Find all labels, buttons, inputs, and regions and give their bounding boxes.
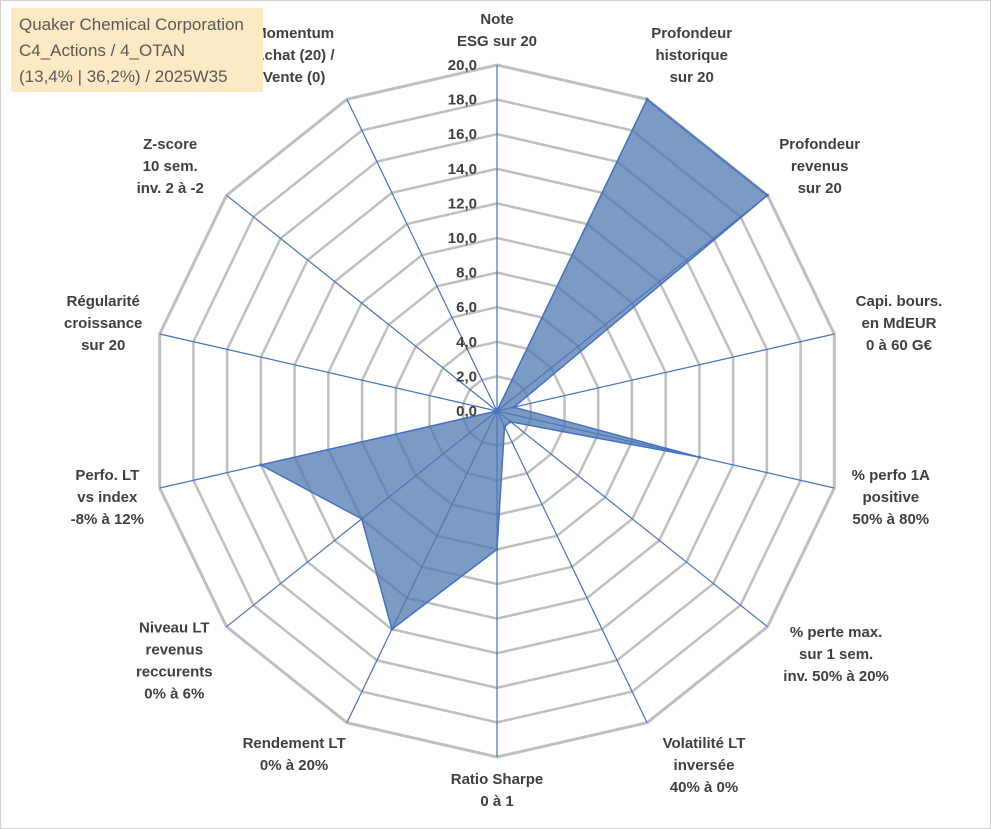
data-point — [503, 425, 506, 429]
data-point — [512, 405, 516, 409]
tick-label: 18,0 — [448, 92, 477, 109]
axis-label-line: revenus — [146, 641, 204, 658]
tick-layer: 0,0 2,0 4,0 6,0 8,0 10,0 12,0 14,0 16,0 18,0 20,0 — [448, 57, 477, 420]
data-point — [360, 517, 364, 521]
tick-label: 10,0 — [448, 230, 477, 247]
axis-spoke — [226, 194, 498, 412]
axis-label-line: Vente (0) — [263, 69, 326, 86]
axis-label-line: Niveau LT — [139, 619, 210, 636]
axis-label-line: 0% à 6% — [144, 685, 204, 702]
tick-label: 6,0 — [456, 299, 477, 316]
axis-label: Profondeur historique sur 20 — [651, 25, 732, 86]
axis-label-line: Profondeur — [651, 25, 732, 42]
axis-label-line: reccurents — [136, 663, 213, 680]
chart-subtitle-line: C4_Actions / 4_OTAN — [19, 41, 185, 60]
data-point — [495, 547, 499, 551]
axis-label-line: Volatilité LT — [663, 735, 746, 752]
data-point — [645, 97, 649, 101]
tick-label: 20,0 — [448, 57, 477, 74]
axis-spoke — [496, 410, 648, 723]
axis-label-line: 50% à 80% — [852, 511, 929, 528]
series-area — [258, 98, 769, 631]
axis-label: Régularité croissance sur 20 — [64, 293, 142, 354]
axis-label-line: sur 1 sem. — [799, 646, 873, 663]
axis-label: Perfo. LT vs index -8% à 12% — [71, 467, 144, 528]
data-point — [390, 627, 394, 631]
axis-label-line: Régularité — [67, 293, 140, 310]
data-point — [509, 420, 512, 424]
axis-label: Capi. bours. en MdEUR 0 à 60 G€ — [856, 293, 943, 354]
axis-label-line: croissance — [64, 315, 142, 332]
axis-label-line: sur 20 — [670, 69, 714, 86]
axis-spoke — [159, 333, 498, 412]
axis-label-line: Note — [480, 11, 513, 28]
axis-label-line: inv. 2 à -2 — [137, 180, 204, 197]
axis-label: Ratio Sharpe 0 à 1 — [451, 771, 544, 810]
axis-spoke — [346, 99, 498, 412]
tick-label: 0,0 — [456, 403, 477, 420]
axis-label: Z-score 10 sem. inv. 2 à -2 — [137, 136, 204, 197]
axis-label-line: historique — [655, 47, 728, 64]
axis-label: Volatilité LT inversée 40% à 0% — [663, 735, 746, 796]
tick-label: 16,0 — [448, 126, 477, 143]
axis-label-line: vs index — [77, 489, 138, 506]
data-point — [697, 455, 701, 459]
chart-title-line: Quaker Chemical Corporation — [19, 15, 244, 34]
axis-label: Note ESG sur 20 — [457, 11, 537, 50]
axis-label-line: 10 sem. — [143, 158, 198, 175]
axis-label-line: % perfo 1A — [852, 467, 931, 484]
axis-label-line: 0 à 60 G€ — [866, 337, 933, 354]
axis-label-line: 40% à 0% — [670, 779, 738, 796]
axis-label-layer: Note ESG sur 20 Profondeur historique sur 20… — [64, 11, 942, 810]
axis-label: Rendement LT 0% à 20% — [243, 735, 346, 774]
tick-label: 2,0 — [456, 368, 477, 385]
data-point — [766, 193, 769, 197]
axis-label-line: Ratio Sharpe — [451, 771, 544, 788]
axis-label-line: % perte max. — [790, 624, 883, 641]
axis-label-line: sur 20 — [798, 180, 842, 197]
axis-label-line: Rendement LT — [243, 735, 346, 752]
axis-label-line: Momentum — [254, 25, 334, 42]
axis-label-line: sur 20 — [81, 337, 125, 354]
axis-label-line: ESG sur 20 — [457, 33, 537, 50]
axis-label: % perfo 1A positive 50% à 80% — [852, 467, 931, 528]
axis-label-line: Perfo. LT — [75, 467, 139, 484]
axis-label: Niveau LT revenus reccurents 0% à 6% — [136, 619, 213, 702]
data-point — [259, 463, 263, 467]
axis-label-line: -8% à 12% — [71, 511, 144, 528]
axis-label-line: Achat (20) / — [254, 47, 336, 64]
tick-label: 12,0 — [448, 195, 477, 212]
tick-label: 8,0 — [456, 265, 477, 282]
axis-label-line: Capi. bours. — [856, 293, 943, 310]
axis-label-line: inversée — [674, 757, 735, 774]
axis-label: % perte max. sur 1 sem. inv. 50% à 20% — [783, 624, 889, 685]
tick-label: 4,0 — [456, 334, 477, 351]
axis-label-line: positive — [862, 489, 919, 506]
axis-spoke — [496, 410, 768, 628]
tick-label: 14,0 — [448, 161, 477, 178]
axis-label-line: 0% à 20% — [260, 757, 328, 774]
axis-label-line: Profondeur — [779, 136, 860, 153]
axis-spoke — [496, 333, 835, 412]
axis-label: Profondeur revenus sur 20 — [779, 136, 860, 197]
axis-label-line: Z-score — [143, 136, 197, 153]
chart-title-box: Quaker Chemical Corporation C4_Actions /… — [11, 8, 263, 92]
axis-label: Momentum Achat (20) / Vente (0) — [254, 25, 336, 86]
axis-label-line: 0 à 1 — [480, 793, 513, 810]
data-point — [495, 409, 499, 413]
series-layer — [258, 97, 769, 631]
axis-label-line: revenus — [791, 158, 849, 175]
axis-label-line: en MdEUR — [862, 315, 937, 332]
axis-label-line: inv. 50% à 20% — [783, 668, 889, 685]
chart-subtitle-line: (13,4% | 36,2%) / 2025W35 — [19, 67, 228, 86]
